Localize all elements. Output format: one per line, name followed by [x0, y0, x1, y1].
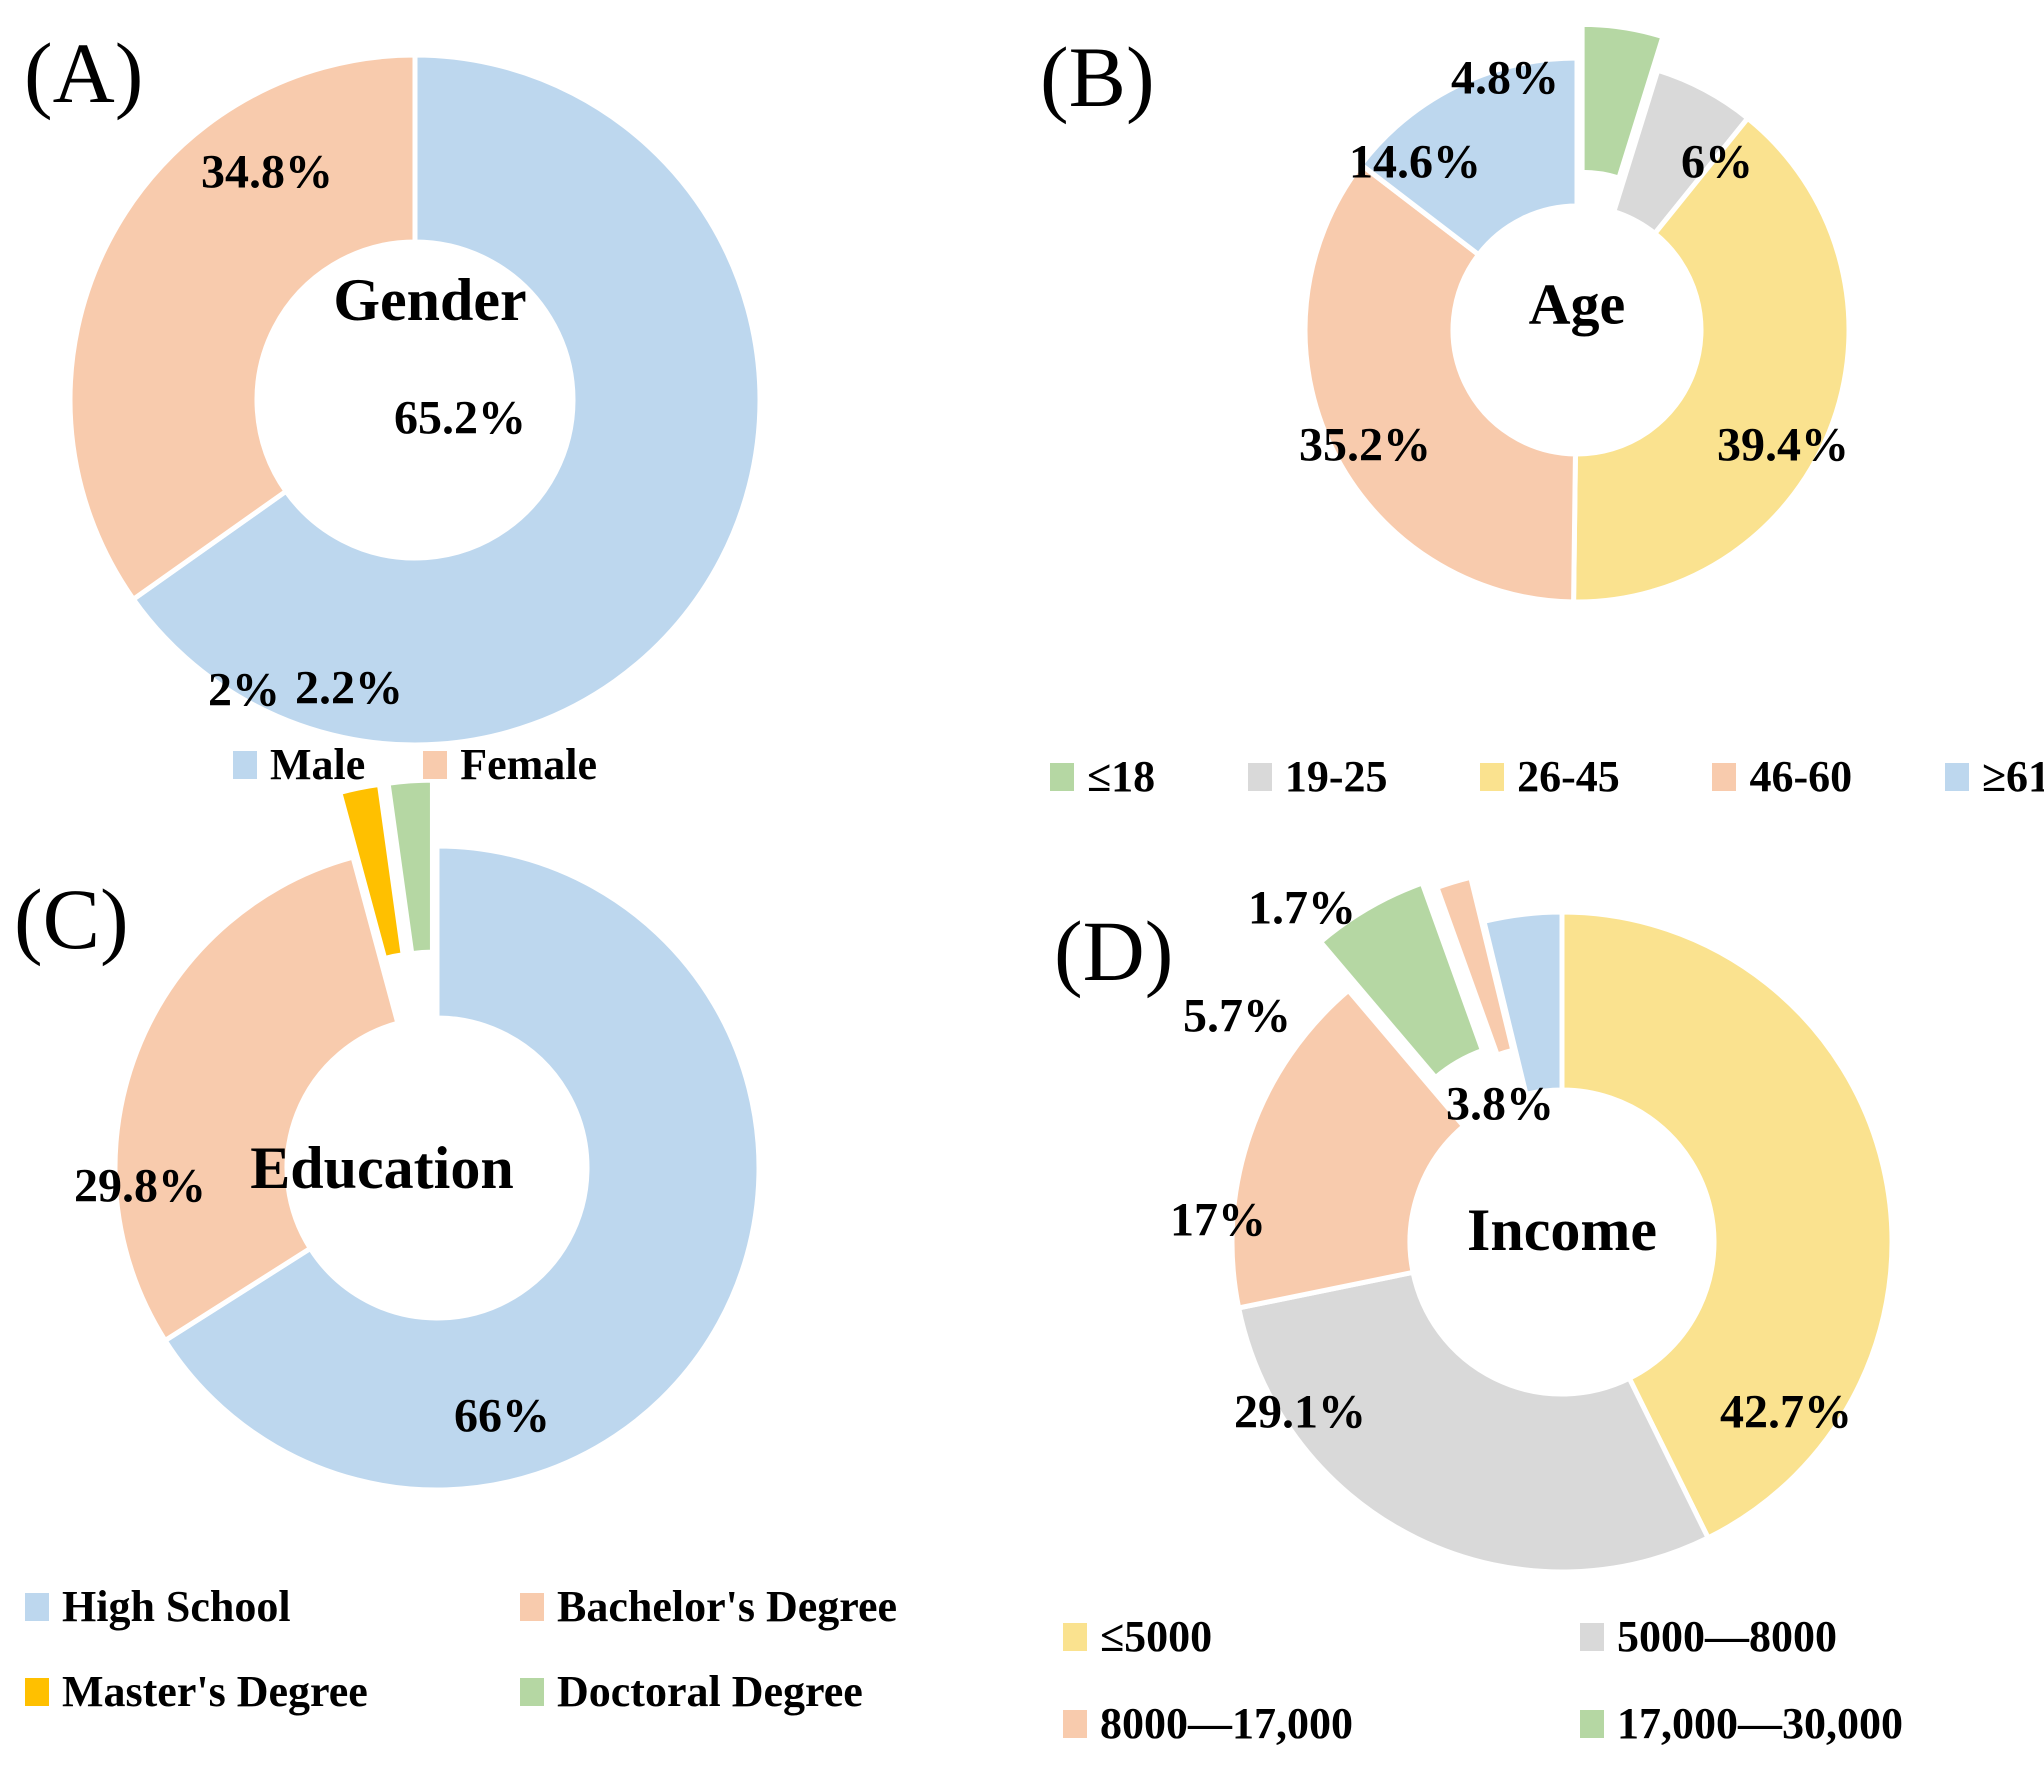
slice-value-label-age-3: 35.2% — [1299, 419, 1431, 472]
slice-value-label-education-3: 2.2% — [295, 662, 403, 715]
legend-label: 8000—17,000 — [1100, 1698, 1353, 1748]
legend-label: ≤5000 — [1100, 1612, 1213, 1661]
education-legend: High School Bachelor's Degree Master's Deg… — [25, 1582, 897, 1717]
slice-education-2 — [337, 781, 406, 962]
legend-label: ≤18 — [1087, 752, 1156, 801]
legend-item: Female — [423, 740, 597, 791]
legend-swatch-peach — [1063, 1709, 1087, 1738]
legend-label: 17,000—30,000 — [1617, 1698, 1903, 1748]
slice-value-label-income-1: 29.1% — [1234, 1386, 1366, 1439]
legend-swatch-gray — [1247, 763, 1272, 792]
slice-age-0 — [1579, 21, 1666, 181]
panel-label-c: (C) — [14, 871, 129, 967]
legend-swatch-peach — [423, 751, 448, 780]
slice-income-3 — [1317, 880, 1485, 1081]
slice-value-label-income-4: 1.7% — [1248, 882, 1356, 935]
legend-swatch-blue — [1944, 763, 1969, 792]
slice-value-label-income-2: 17% — [1170, 1194, 1266, 1247]
slice-value-label-income-3: 5.7% — [1183, 990, 1291, 1043]
legend-item: ≤5000 — [1063, 1612, 1580, 1663]
legend-item: ≥61 — [1944, 752, 2044, 803]
legend-item: 19-25 — [1247, 752, 1388, 803]
legend-label: 26-45 — [1517, 752, 1620, 801]
legend-swatch-peach — [520, 1593, 544, 1622]
legend-swatch-green — [1050, 763, 1074, 792]
slice-value-label-education-1: 29.8% — [74, 1160, 206, 1213]
slice-education-0 — [162, 843, 762, 1493]
legend-label: Female — [460, 740, 598, 789]
legend-swatch-blue — [232, 751, 257, 780]
donut-title-education: Education — [250, 1135, 513, 1201]
legend-swatch-yellow — [1480, 763, 1505, 792]
slice-gender-1 — [67, 52, 418, 602]
legend-label: Bachelor's Degree — [557, 1582, 898, 1631]
donut-title-gender: Gender — [333, 267, 526, 333]
slice-value-label-age-0: 4.8% — [1451, 52, 1559, 105]
slice-value-label-income-5: 3.8% — [1446, 1078, 1554, 1131]
legend-item: 26-45 — [1480, 752, 1620, 803]
legend-item: High School — [25, 1582, 520, 1633]
legend-item: 46-60 — [1712, 752, 1852, 803]
legend-item: Male — [232, 740, 366, 791]
legend-label: 46-60 — [1749, 752, 1853, 801]
legend-swatch-yellow — [1063, 1623, 1087, 1652]
slice-value-label-gender-0: 65.2% — [394, 392, 526, 445]
slice-gender-0 — [130, 52, 763, 748]
panel-label-a: (A) — [24, 25, 144, 121]
legend-label: Male — [269, 740, 366, 789]
legend-item: Doctoral Degree — [520, 1667, 897, 1718]
slice-value-label-age-2: 39.4% — [1717, 419, 1849, 472]
gender-legend: Male Female — [0, 740, 830, 791]
slice-income-2 — [1229, 987, 1467, 1311]
slice-income-5 — [1481, 909, 1565, 1097]
slice-income-0 — [1559, 909, 1895, 1541]
slice-education-3 — [385, 777, 435, 957]
legend-swatch-blue — [25, 1593, 49, 1622]
income-legend: ≤5000 5000—8000 8000—17,000 17,000—30,000 — [1063, 1612, 1903, 1749]
legend-item: Bachelor's Degree — [520, 1582, 897, 1633]
slice-income-1 — [1236, 1269, 1711, 1575]
legend-item: 8000—17,000 — [1063, 1699, 1580, 1750]
slice-value-label-gender-1: 34.8% — [201, 146, 333, 199]
legend-swatch-gold — [25, 1677, 49, 1706]
slice-value-label-education-0: 66% — [454, 1390, 550, 1443]
panel-label-b: (B) — [1040, 29, 1155, 125]
legend-swatch-gray — [1580, 1623, 1604, 1652]
legend-item: ≤18 — [1050, 752, 1155, 803]
legend-label: 19-25 — [1284, 752, 1388, 801]
slice-age-2 — [1571, 115, 1852, 605]
legend-label: 5000—8000 — [1617, 1612, 1837, 1661]
legend-label: Master's Degree — [62, 1666, 368, 1716]
legend-label: High School — [62, 1582, 291, 1631]
legend-item: 5000—8000 — [1580, 1612, 1903, 1663]
slice-education-1 — [112, 854, 401, 1344]
age-legend: ≤18 19-25 26-45 46-60 ≥61 — [1036, 752, 2044, 803]
legend-label: Doctoral Degree — [557, 1666, 863, 1716]
slice-age-4 — [1358, 55, 1580, 258]
legend-item: Master's Degree — [25, 1667, 520, 1718]
slice-value-label-age-1: 6% — [1681, 136, 1753, 189]
donut-title-age: Age — [1529, 272, 1626, 337]
slice-value-label-age-4: 14.6% — [1349, 136, 1481, 189]
slice-value-label-education-2: 2% — [208, 664, 280, 717]
donut-title-income: Income — [1467, 1197, 1657, 1263]
panel-label-d: (D) — [1054, 903, 1174, 999]
legend-label: ≥61 — [1981, 752, 2044, 801]
slice-age-3 — [1302, 162, 1578, 605]
legend-swatch-peach — [1712, 763, 1737, 792]
legend-item: 17,000—30,000 — [1580, 1699, 1903, 1750]
legend-swatch-green — [1580, 1709, 1604, 1738]
legend-swatch-green — [520, 1677, 544, 1706]
slice-value-label-income-0: 42.7% — [1720, 1386, 1852, 1439]
